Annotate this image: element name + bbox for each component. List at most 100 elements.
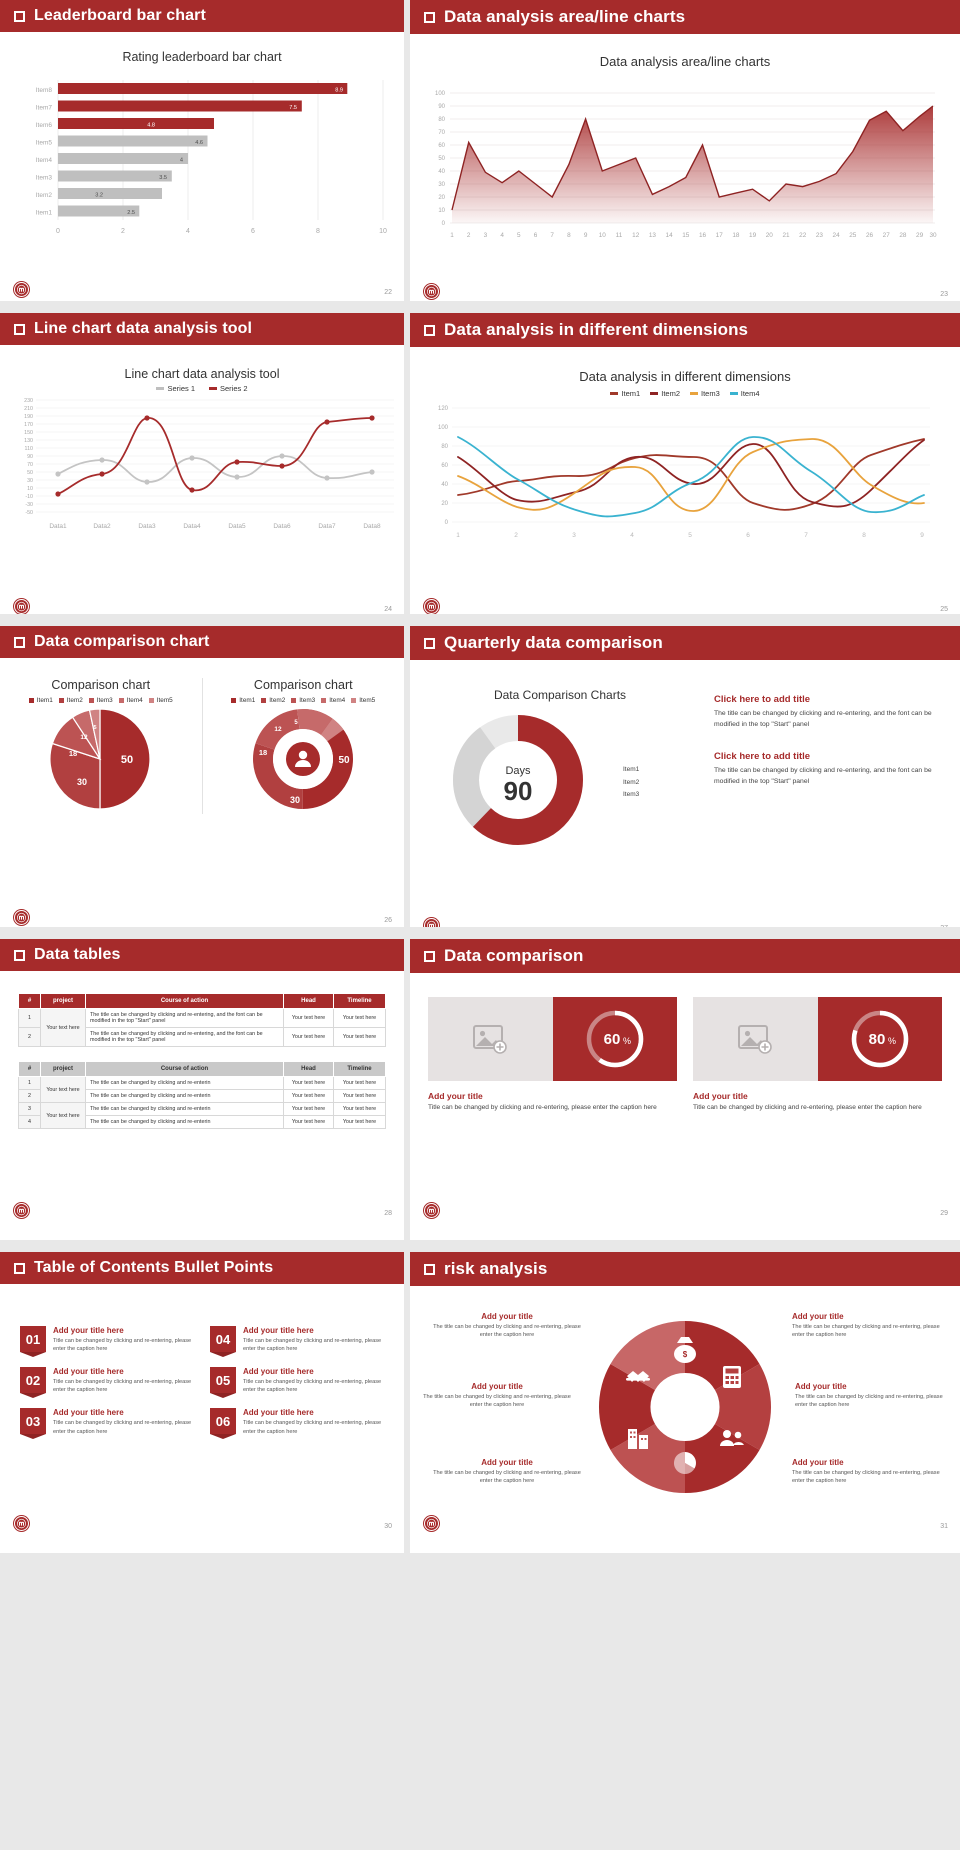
toc-item-01[interactable]: 01 Add your title here Title can be chang… bbox=[20, 1326, 194, 1357]
image-placeholder[interactable] bbox=[428, 997, 553, 1081]
legend-item-item2[interactable]: Item2 bbox=[261, 697, 285, 704]
toc-desc: Title can be changed by clicking and re-… bbox=[243, 1420, 382, 1435]
pinwheel-blade[interactable] bbox=[598, 1364, 655, 1450]
chart-title: Data Comparison Charts bbox=[493, 688, 627, 702]
card-title[interactable]: Add your title bbox=[428, 1091, 483, 1101]
slide-risk-analysis[interactable]: risk analysis $ bbox=[410, 1252, 960, 1565]
slide-data-comparison[interactable]: Data comparison bbox=[410, 939, 960, 1252]
svg-text:50: 50 bbox=[338, 755, 350, 766]
svg-text:24: 24 bbox=[833, 232, 841, 239]
slide-table-of-contents[interactable]: Table of Contents Bullet Points 01 Add y… bbox=[0, 1252, 410, 1565]
brand-logo-icon: ⓜ bbox=[424, 1203, 439, 1218]
toc-desc: Title can be changed by clicking and re-… bbox=[243, 1379, 382, 1394]
table-row[interactable]: 3 Your text here The title can be change… bbox=[18, 1102, 386, 1129]
table-row[interactable]: 2 The title can be changed by clicking a… bbox=[18, 1027, 386, 1047]
risk-desc: The title can be changed by clicking and… bbox=[792, 1470, 940, 1485]
card-title[interactable]: Add your title bbox=[693, 1091, 748, 1101]
cell-timeline: Your text here bbox=[333, 1027, 386, 1047]
legend-swatch bbox=[209, 387, 217, 390]
slide-data-tables[interactable]: Data tables # project Course of action H… bbox=[0, 939, 410, 1252]
block-title[interactable]: Click here to add title bbox=[714, 750, 811, 762]
toc-item-03[interactable]: 03 Add your title here Title can be chang… bbox=[20, 1408, 194, 1440]
legend-item-item2[interactable]: Item2 bbox=[58, 697, 83, 704]
toc-item-04[interactable]: 04 Add your title here Title can be chang… bbox=[210, 1326, 384, 1357]
table-row[interactable]: 1 Your text here The title can be change… bbox=[18, 1076, 386, 1103]
legend-item-item2[interactable]: Item2 bbox=[650, 389, 680, 398]
slide-leaderboard-bar-chart[interactable]: Leaderboard bar chart Rating leaderboard… bbox=[0, 0, 410, 313]
brand-logo-icon: ⓜ bbox=[14, 282, 29, 297]
table-row[interactable]: 4 The title can be changed by clicking a… bbox=[18, 1115, 386, 1129]
comparison-card[interactable]: 80 % Add your title Title can be changed… bbox=[693, 997, 942, 1113]
table-row[interactable]: 2 The title can be changed by clicking a… bbox=[18, 1089, 386, 1103]
cell-project: Your text here bbox=[40, 1008, 86, 1047]
cell-course: The title can be changed by clicking and… bbox=[85, 1008, 284, 1028]
image-placeholder[interactable] bbox=[693, 997, 818, 1081]
legend-item-item3[interactable]: Item3 bbox=[690, 389, 720, 398]
legend-item-item4[interactable]: Item4 bbox=[321, 697, 345, 704]
risk-item-4[interactable]: Add your title The title can be changed … bbox=[795, 1382, 950, 1409]
legend-item-item4[interactable]: Item4 bbox=[729, 389, 760, 398]
legend-item-item1[interactable]: Item1 bbox=[231, 697, 255, 704]
pinwheel-blade[interactable] bbox=[610, 1321, 686, 1390]
slide-body: # project Course of action Head Timeline… bbox=[0, 971, 404, 1226]
legend-item-item4[interactable]: Item4 bbox=[118, 697, 143, 704]
legend-swatch bbox=[291, 698, 297, 703]
table-row[interactable]: 1 Your text here The title can be change… bbox=[18, 1008, 386, 1047]
svg-text:70: 70 bbox=[27, 462, 33, 468]
svg-text:10: 10 bbox=[379, 228, 387, 235]
toc-item-06[interactable]: 06 Add your title here Title can be chang… bbox=[210, 1408, 384, 1440]
page-number: 31 bbox=[940, 1523, 948, 1530]
risk-title: Add your title bbox=[481, 1458, 533, 1467]
legend-item-series-2[interactable]: Series 2 bbox=[209, 384, 248, 393]
text-block: Click here to add title The title can be… bbox=[714, 694, 938, 731]
legend-item-item5[interactable]: Item5 bbox=[351, 697, 375, 704]
risk-title: Add your title bbox=[792, 1458, 844, 1467]
pinwheel-diagram: $ bbox=[598, 1321, 772, 1493]
risk-item-3[interactable]: Add your title The title can be changed … bbox=[422, 1382, 572, 1409]
legend-item-item1[interactable]: Item1 bbox=[610, 389, 640, 398]
comparison-card[interactable]: 60 % Add your title Title can be changed… bbox=[428, 997, 677, 1113]
risk-item-1[interactable]: Add your title The title can be changed … bbox=[432, 1312, 582, 1339]
svg-text:70: 70 bbox=[438, 130, 445, 136]
svg-text:29: 29 bbox=[916, 232, 924, 239]
svg-text:4.8: 4.8 bbox=[147, 123, 155, 129]
data-table-2[interactable]: # project Course of action Head Timeline… bbox=[18, 1061, 386, 1129]
legend-swatch bbox=[156, 387, 165, 390]
legend-item-item1[interactable]: Item1 bbox=[620, 764, 639, 776]
legend-item-item3[interactable]: Item3 bbox=[88, 697, 113, 704]
svg-text:20: 20 bbox=[438, 195, 445, 201]
block-title[interactable]: Click here to add title bbox=[714, 694, 811, 705]
risk-item-2[interactable]: Add your title The title can be changed … bbox=[792, 1312, 942, 1339]
risk-item-6[interactable]: Add your title The title can be changed … bbox=[792, 1458, 942, 1485]
legend-label: Item5 bbox=[359, 697, 376, 704]
toc-desc: Title can be changed by clicking and re-… bbox=[53, 1420, 192, 1435]
toc-item-05[interactable]: 05 Add your title here Title can be chang… bbox=[210, 1367, 384, 1399]
slide-body: Line chart data analysis tool Series 1 S… bbox=[0, 367, 404, 614]
slide-data-analysis-different-dimensions[interactable]: Data analysis in different dimensions Da… bbox=[410, 313, 960, 626]
toc-item-02[interactable]: 02 Add your title here Title can be chang… bbox=[20, 1367, 194, 1399]
percent-ring-panel: 80 % bbox=[817, 997, 942, 1081]
slide-header: Table of Contents Bullet Points bbox=[0, 1252, 404, 1284]
svg-text:6: 6 bbox=[251, 228, 255, 235]
legend-item-item3[interactable]: Item3 bbox=[620, 789, 639, 801]
percent-unit: % bbox=[888, 1036, 896, 1046]
legend-item-item1[interactable]: Item1 bbox=[28, 697, 53, 704]
legend-item-item3[interactable]: Item3 bbox=[291, 697, 315, 704]
risk-item-5[interactable]: Add your title The title can be changed … bbox=[432, 1458, 582, 1485]
slide-data-comparison-chart[interactable]: Data comparison chart Comparison chart I… bbox=[0, 626, 410, 939]
legend-item-series-1[interactable]: Series 1 bbox=[156, 384, 195, 393]
slide-line-chart-data-analysis-tool[interactable]: Line chart data analysis tool Line chart… bbox=[0, 313, 410, 626]
brand-logo-icon: ⓜ bbox=[14, 599, 29, 614]
slide-title: Data tables bbox=[34, 946, 121, 963]
toc-desc: Title can be changed by clicking and re-… bbox=[243, 1338, 382, 1353]
svg-text:Data7: Data7 bbox=[318, 523, 336, 530]
donut-panel: Data Comparison Charts Days 90 bbox=[410, 688, 710, 858]
slide-quarterly-data-comparison[interactable]: Quarterly data comparison Data Compariso… bbox=[410, 626, 960, 939]
pinwheel-blade[interactable] bbox=[685, 1424, 760, 1493]
legend-item-item2[interactable]: Item2 bbox=[620, 777, 639, 789]
text-blocks-panel: Click here to add title The title can be… bbox=[710, 688, 960, 858]
slide-title: Data analysis in different dimensions bbox=[444, 320, 749, 339]
legend-item-item5[interactable]: Item5 bbox=[148, 697, 173, 704]
data-table-1[interactable]: # project Course of action Head Timeline… bbox=[18, 993, 386, 1047]
slide-data-analysis-area-line-charts[interactable]: Data analysis area/line charts Data anal… bbox=[410, 0, 960, 313]
